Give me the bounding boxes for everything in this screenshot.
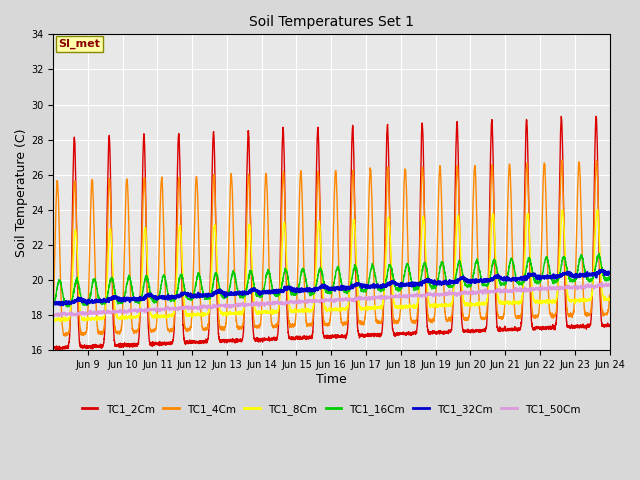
TC1_2Cm [605,324,613,329]
TC1_50Cm [461,290,468,296]
TC1_8Cm [485,277,493,283]
Line: TC1_50Cm: TC1_50Cm [53,282,609,317]
TC1_4Cm [410,318,417,324]
TC1_50Cm [420,292,428,298]
Text: SI_met: SI_met [59,39,100,49]
TC1_16Cm [485,279,493,285]
TC1_32Cm [485,278,493,284]
Line: TC1_16Cm: TC1_16Cm [53,253,609,307]
TC1_4Cm [420,206,428,212]
TC1_32Cm [410,281,417,287]
TC1_16Cm [477,274,484,280]
TC1_4Cm [477,313,484,319]
TC1_32Cm [49,300,57,305]
TC1_32Cm [56,302,64,308]
Legend: TC1_2Cm, TC1_4Cm, TC1_8Cm, TC1_16Cm, TC1_32Cm, TC1_50Cm: TC1_2Cm, TC1_4Cm, TC1_8Cm, TC1_16Cm, TC1… [77,400,585,419]
TC1_4Cm [558,157,566,163]
TC1_16Cm [461,278,468,284]
Line: TC1_8Cm: TC1_8Cm [53,210,609,322]
TC1_8Cm [605,296,613,301]
X-axis label: Time: Time [316,373,347,386]
TC1_50Cm [56,314,63,320]
TC1_16Cm [145,281,153,287]
TC1_8Cm [477,301,484,307]
TC1_8Cm [145,293,153,299]
TC1_4Cm [49,311,57,317]
TC1_4Cm [605,292,613,298]
TC1_16Cm [605,275,613,280]
TC1_8Cm [410,303,417,309]
TC1_2Cm [410,332,417,337]
Line: TC1_4Cm: TC1_4Cm [53,160,609,336]
TC1_50Cm [410,294,417,300]
TC1_32Cm [145,294,153,300]
TC1_2Cm [461,329,468,335]
TC1_32Cm [461,277,468,283]
TC1_2Cm [592,113,600,119]
TC1_16Cm [420,260,428,265]
TC1_2Cm [477,329,484,335]
TC1_4Cm [145,315,153,321]
TC1_4Cm [61,333,68,339]
TC1_50Cm [605,282,613,288]
TC1_8Cm [461,300,468,306]
TC1_8Cm [49,317,57,323]
TC1_16Cm [595,251,603,256]
TC1_32Cm [605,271,613,277]
TC1_50Cm [485,288,493,294]
TC1_2Cm [420,204,428,209]
TC1_32Cm [598,267,605,273]
TC1_2Cm [485,248,493,253]
TC1_50Cm [477,287,484,293]
TC1_8Cm [420,219,428,225]
TC1_2Cm [49,344,57,349]
TC1_4Cm [461,316,468,322]
TC1_2Cm [145,334,153,340]
TC1_50Cm [598,279,606,285]
TC1_4Cm [485,262,493,268]
Line: TC1_32Cm: TC1_32Cm [53,270,609,305]
Title: Soil Temperatures Set 1: Soil Temperatures Set 1 [249,15,414,29]
TC1_8Cm [593,207,601,213]
TC1_50Cm [145,305,153,311]
TC1_16Cm [63,304,71,310]
TC1_2Cm [52,348,60,353]
Line: TC1_2Cm: TC1_2Cm [53,116,609,350]
TC1_16Cm [49,302,57,308]
TC1_50Cm [49,313,57,319]
TC1_32Cm [477,276,484,282]
TC1_32Cm [420,277,428,283]
TC1_8Cm [51,319,59,324]
Y-axis label: Soil Temperature (C): Soil Temperature (C) [15,128,28,257]
TC1_16Cm [410,284,417,289]
